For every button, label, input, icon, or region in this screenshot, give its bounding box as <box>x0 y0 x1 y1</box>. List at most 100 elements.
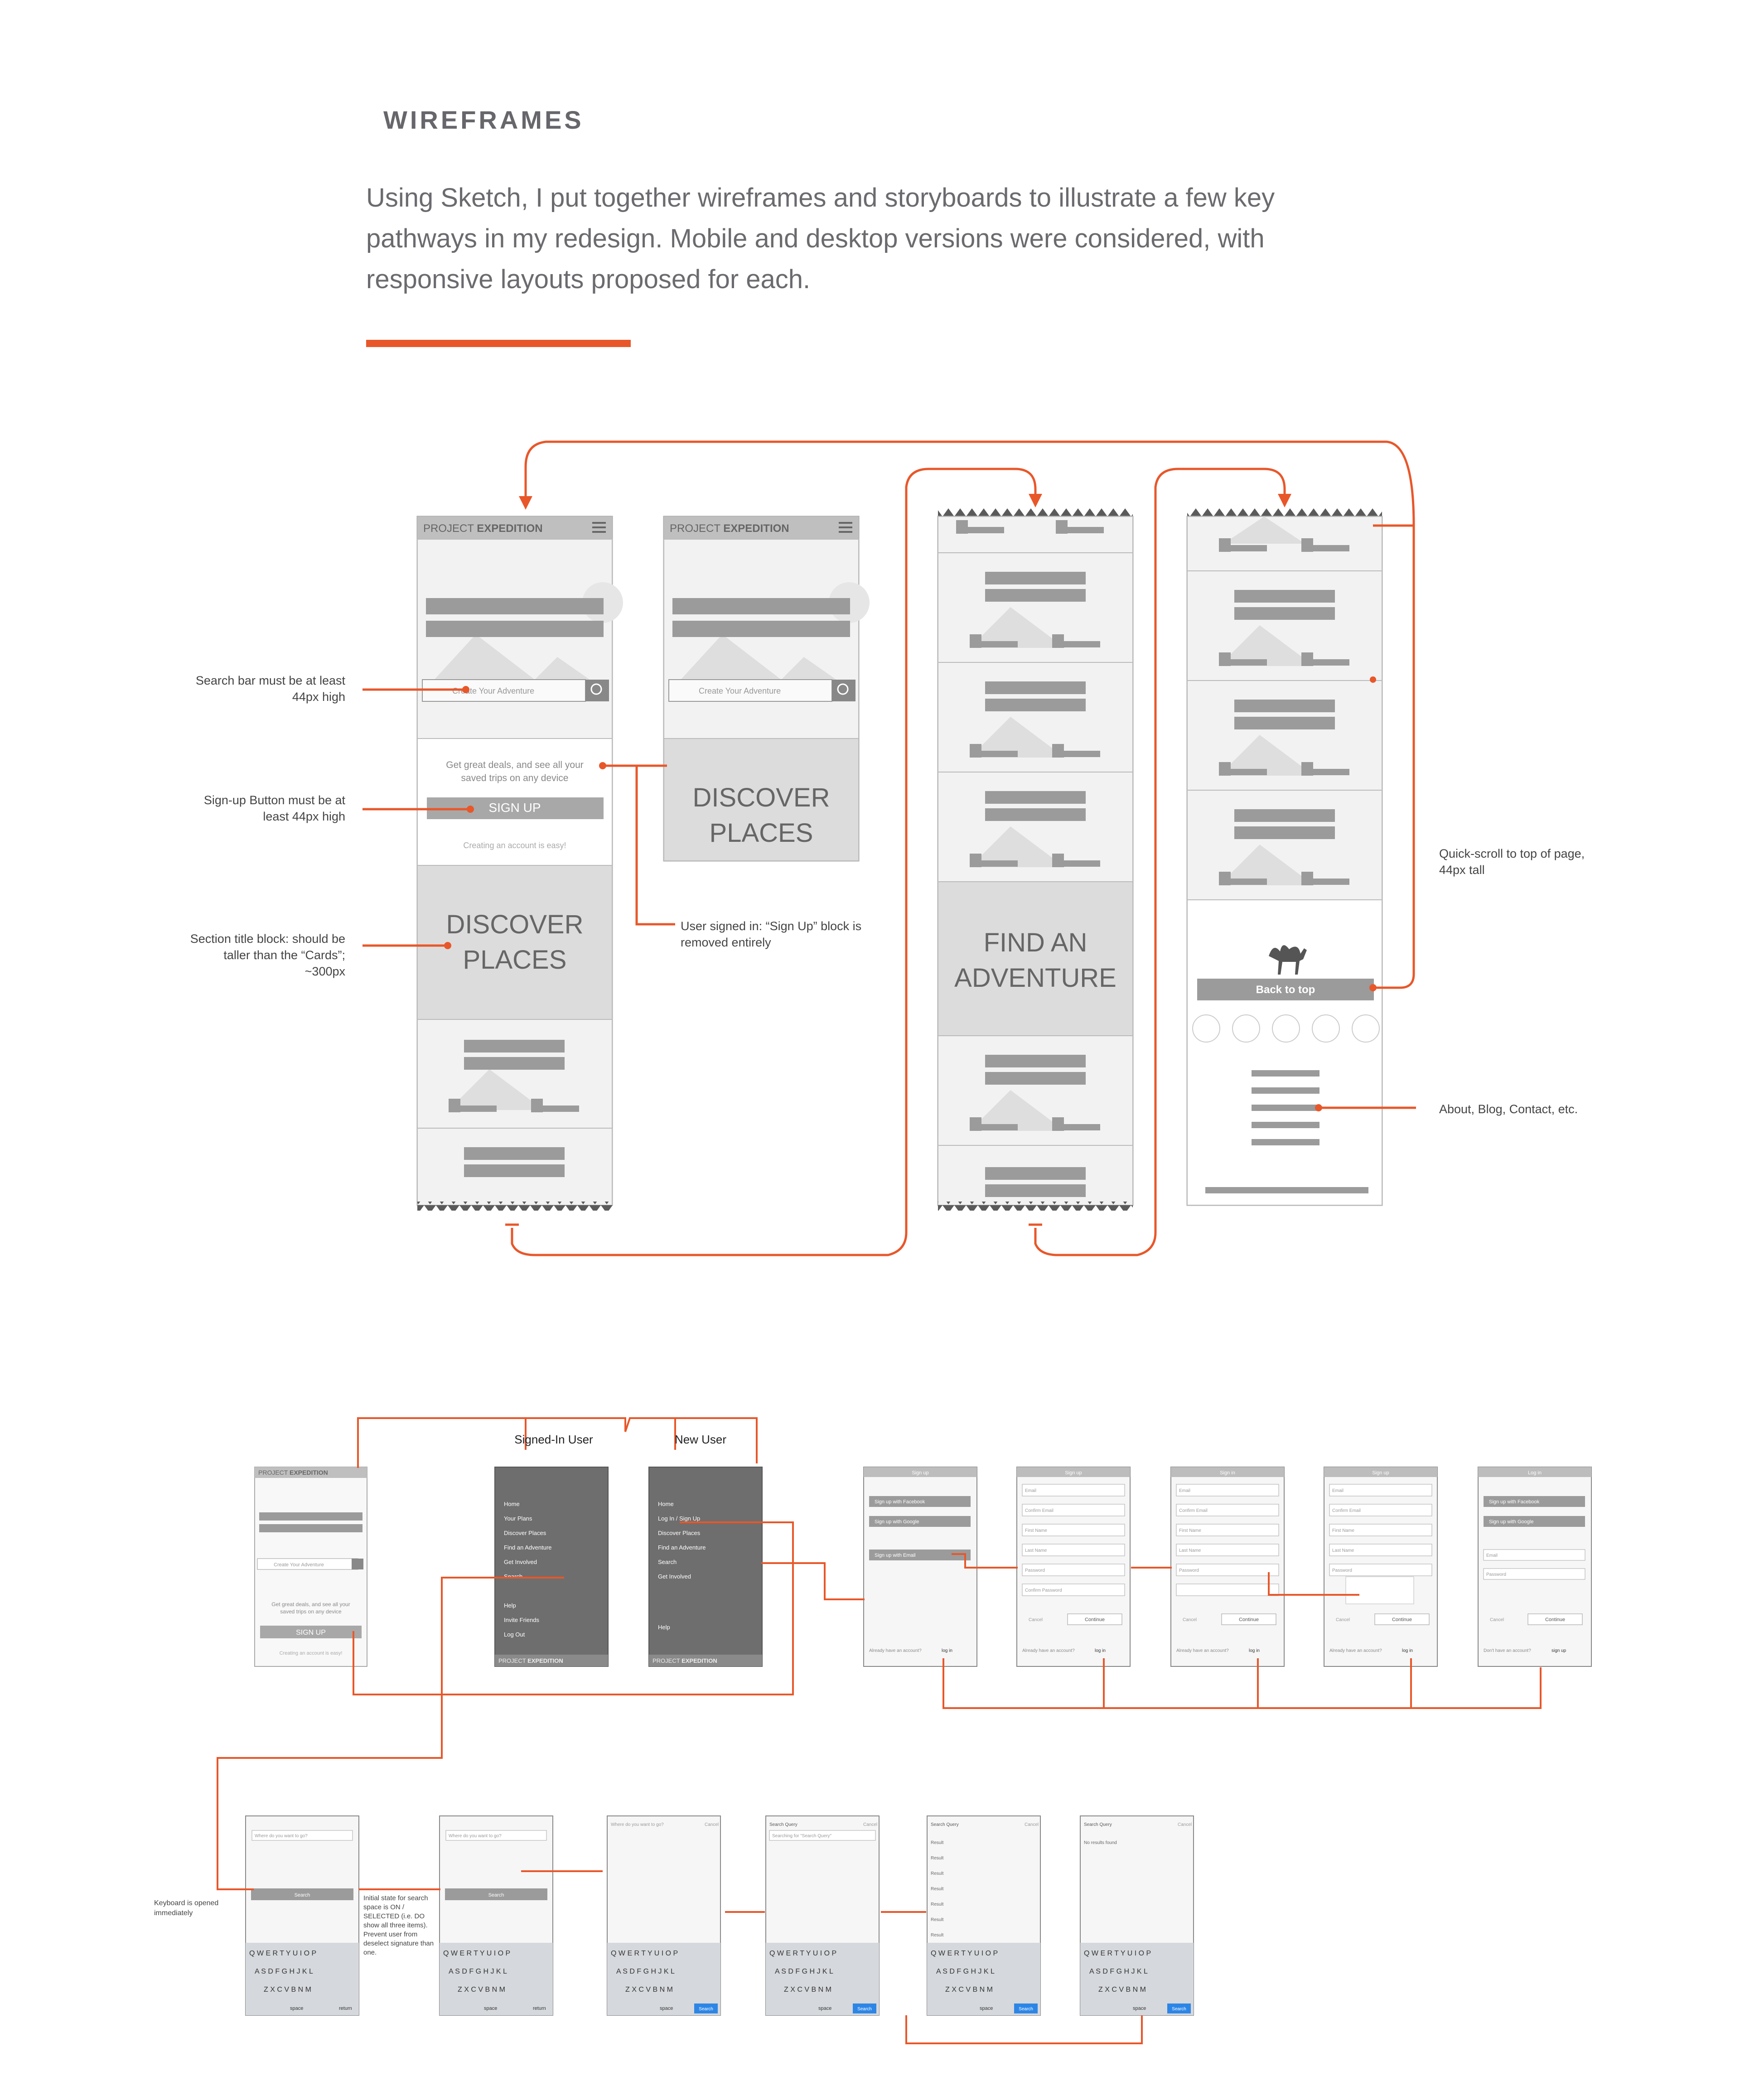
svg-text:Log In / Sign Up: Log In / Sign Up <box>658 1515 700 1522</box>
svg-text:Search: Search <box>699 2007 713 2012</box>
svg-text:Last Name: Last Name <box>1025 1548 1047 1553</box>
svg-text:A S D F G H J K L: A S D F G H J K L <box>616 1968 675 1975</box>
svg-text:Where do you want to go?: Where do you want to go? <box>255 1834 308 1839</box>
svg-text:Z X C V B N M: Z X C V B N M <box>458 1986 505 1994</box>
svg-text:Result: Result <box>931 1871 944 1876</box>
svg-text:First Name: First Name <box>1332 1528 1354 1533</box>
svg-text:Your Plans: Your Plans <box>504 1515 532 1522</box>
svg-text:PROJECT EXPEDITION: PROJECT EXPEDITION <box>258 1469 328 1476</box>
svg-text:Help: Help <box>658 1624 670 1631</box>
svg-text:Search: Search <box>504 1573 522 1580</box>
svg-text:Q W E R T Y U I O P: Q W E R T Y U I O P <box>1084 1950 1151 1957</box>
svg-text:Continue: Continue <box>1085 1617 1105 1622</box>
svg-text:Help: Help <box>504 1602 516 1609</box>
svg-text:Confirm Password: Confirm Password <box>1025 1588 1062 1593</box>
svg-text:Discover Places: Discover Places <box>504 1530 546 1536</box>
svg-text:Already have an account?: Already have an account? <box>1176 1648 1229 1653</box>
svg-text:Result: Result <box>931 1902 944 1907</box>
wireframe-adventure-scroll: FIND AN ADVENTURE <box>937 507 1134 1211</box>
svg-text:A S D F G H J K L: A S D F G H J K L <box>936 1968 995 1975</box>
svg-text:Searching for "Search Query": Searching for "Search Query" <box>772 1834 832 1839</box>
svg-text:Sign up: Sign up <box>912 1470 928 1476</box>
svg-text:log in: log in <box>1095 1648 1106 1653</box>
svg-text:Don't have an account?: Don't have an account? <box>1484 1648 1531 1653</box>
svg-text:return: return <box>339 2006 352 2011</box>
svg-text:DISCOVER: DISCOVER <box>446 910 584 939</box>
svg-text:A S D F G H J K L: A S D F G H J K L <box>1089 1968 1148 1975</box>
svg-text:A S D F G H J K L: A S D F G H J K L <box>255 1968 313 1975</box>
svg-text:Invite Friends: Invite Friends <box>504 1617 540 1623</box>
svg-text:First Name: First Name <box>1179 1528 1201 1533</box>
svg-text:Find an Adventure: Find an Adventure <box>504 1544 552 1551</box>
svg-text:Continue: Continue <box>1545 1617 1565 1622</box>
svg-text:No results found: No results found <box>1084 1840 1117 1845</box>
back-to-top-button <box>1197 979 1374 1000</box>
svg-text:Create Your Adventure: Create Your Adventure <box>274 1562 324 1568</box>
svg-text:Q W E R T Y U I O P: Q W E R T Y U I O P <box>249 1950 316 1957</box>
storyboard-flow: PROJECT EXPEDITION Create Your Adventure… <box>245 1467 1592 2016</box>
svg-text:Find an Adventure: Find an Adventure <box>658 1544 706 1551</box>
svg-text:log in: log in <box>942 1648 952 1653</box>
svg-text:Result: Result <box>931 1887 944 1892</box>
svg-text:Back to top: Back to top <box>1256 984 1315 996</box>
svg-text:saved trips on any device: saved trips on any device <box>461 773 569 783</box>
svg-text:Sign up with Facebook: Sign up with Facebook <box>1489 1499 1540 1505</box>
svg-text:Already have an account?: Already have an account? <box>869 1648 922 1653</box>
hamburger-icon <box>839 522 852 533</box>
svg-text:Get great deals, and see all y: Get great deals, and see all your <box>446 760 584 770</box>
svg-text:Sign up with Google: Sign up with Google <box>1489 1519 1533 1525</box>
svg-text:Email: Email <box>1025 1488 1036 1493</box>
svg-text:Cancel: Cancel <box>705 1822 719 1827</box>
svg-text:Sign up with Google: Sign up with Google <box>875 1519 919 1525</box>
svg-text:Search: Search <box>1019 2007 1033 2012</box>
svg-text:Password: Password <box>1486 1572 1506 1577</box>
search-icon <box>585 680 609 701</box>
svg-text:Search Query: Search Query <box>931 1822 959 1827</box>
svg-text:Get great deals, and see all y: Get great deals, and see all your <box>271 1601 350 1608</box>
svg-text:Last Name: Last Name <box>1179 1548 1201 1553</box>
svg-text:Password: Password <box>1179 1568 1199 1573</box>
svg-text:space: space <box>660 2006 673 2011</box>
svg-text:Q W E R T Y U I O P: Q W E R T Y U I O P <box>769 1950 836 1957</box>
svg-text:Confirm Email: Confirm Email <box>1025 1508 1054 1513</box>
svg-text:Log Out: Log Out <box>504 1631 525 1638</box>
svg-text:Search: Search <box>857 2007 872 2012</box>
camel-logo-icon <box>1269 945 1307 975</box>
svg-text:First Name: First Name <box>1025 1528 1047 1533</box>
svg-text:Already have an account?: Already have an account? <box>1329 1648 1382 1653</box>
svg-text:Last Name: Last Name <box>1332 1548 1354 1553</box>
svg-text:Cancel: Cancel <box>1178 1822 1192 1827</box>
svg-text:PROJECT EXPEDITION: PROJECT EXPEDITION <box>670 522 789 535</box>
hamburger-icon <box>592 522 606 533</box>
svg-text:Home: Home <box>658 1501 674 1507</box>
svg-text:Q W E R T Y U I O P: Q W E R T Y U I O P <box>931 1950 998 1957</box>
svg-text:PLACES: PLACES <box>463 945 567 975</box>
svg-text:Result: Result <box>931 1933 944 1938</box>
svg-text:Confirm Email: Confirm Email <box>1179 1508 1208 1513</box>
svg-text:Continue: Continue <box>1392 1617 1412 1622</box>
svg-text:Search: Search <box>1172 2007 1186 2012</box>
wireframe-home-signed-in: PROJECT EXPEDITION Create Your Adventure… <box>663 516 870 862</box>
svg-text:space: space <box>818 2006 831 2011</box>
svg-text:DISCOVER: DISCOVER <box>693 783 830 812</box>
social-icons <box>1192 1014 1380 1043</box>
search-icon <box>832 680 856 701</box>
annotation-search-bar: Search bar must be at least 44px high <box>195 674 345 704</box>
svg-text:Discover Places: Discover Places <box>658 1530 701 1536</box>
svg-text:Email: Email <box>1332 1488 1344 1493</box>
annotation-signed-in: User signed in: “Sign Up” block is remove… <box>681 919 862 949</box>
annotation-keyboard: Keyboard is opened immediately <box>154 1899 219 1917</box>
svg-text:Continue: Continue <box>1239 1617 1259 1622</box>
svg-text:PLACES: PLACES <box>710 818 813 848</box>
page-title: WIREFRAMES <box>383 106 584 134</box>
svg-text:PROJECT EXPEDITION: PROJECT EXPEDITION <box>423 522 543 535</box>
svg-text:Result: Result <box>931 1917 944 1922</box>
svg-text:PROJECT EXPEDITION: PROJECT EXPEDITION <box>498 1657 563 1664</box>
svg-text:Cancel: Cancel <box>863 1822 877 1827</box>
svg-text:Q W E R T Y U I O P: Q W E R T Y U I O P <box>611 1950 678 1957</box>
svg-text:space: space <box>290 2006 303 2011</box>
svg-text:Signed-In User: Signed-In User <box>514 1433 593 1446</box>
svg-text:Search Query: Search Query <box>769 1822 798 1827</box>
intro-paragraph: Using Sketch, I put together wireframes … <box>366 183 1275 294</box>
